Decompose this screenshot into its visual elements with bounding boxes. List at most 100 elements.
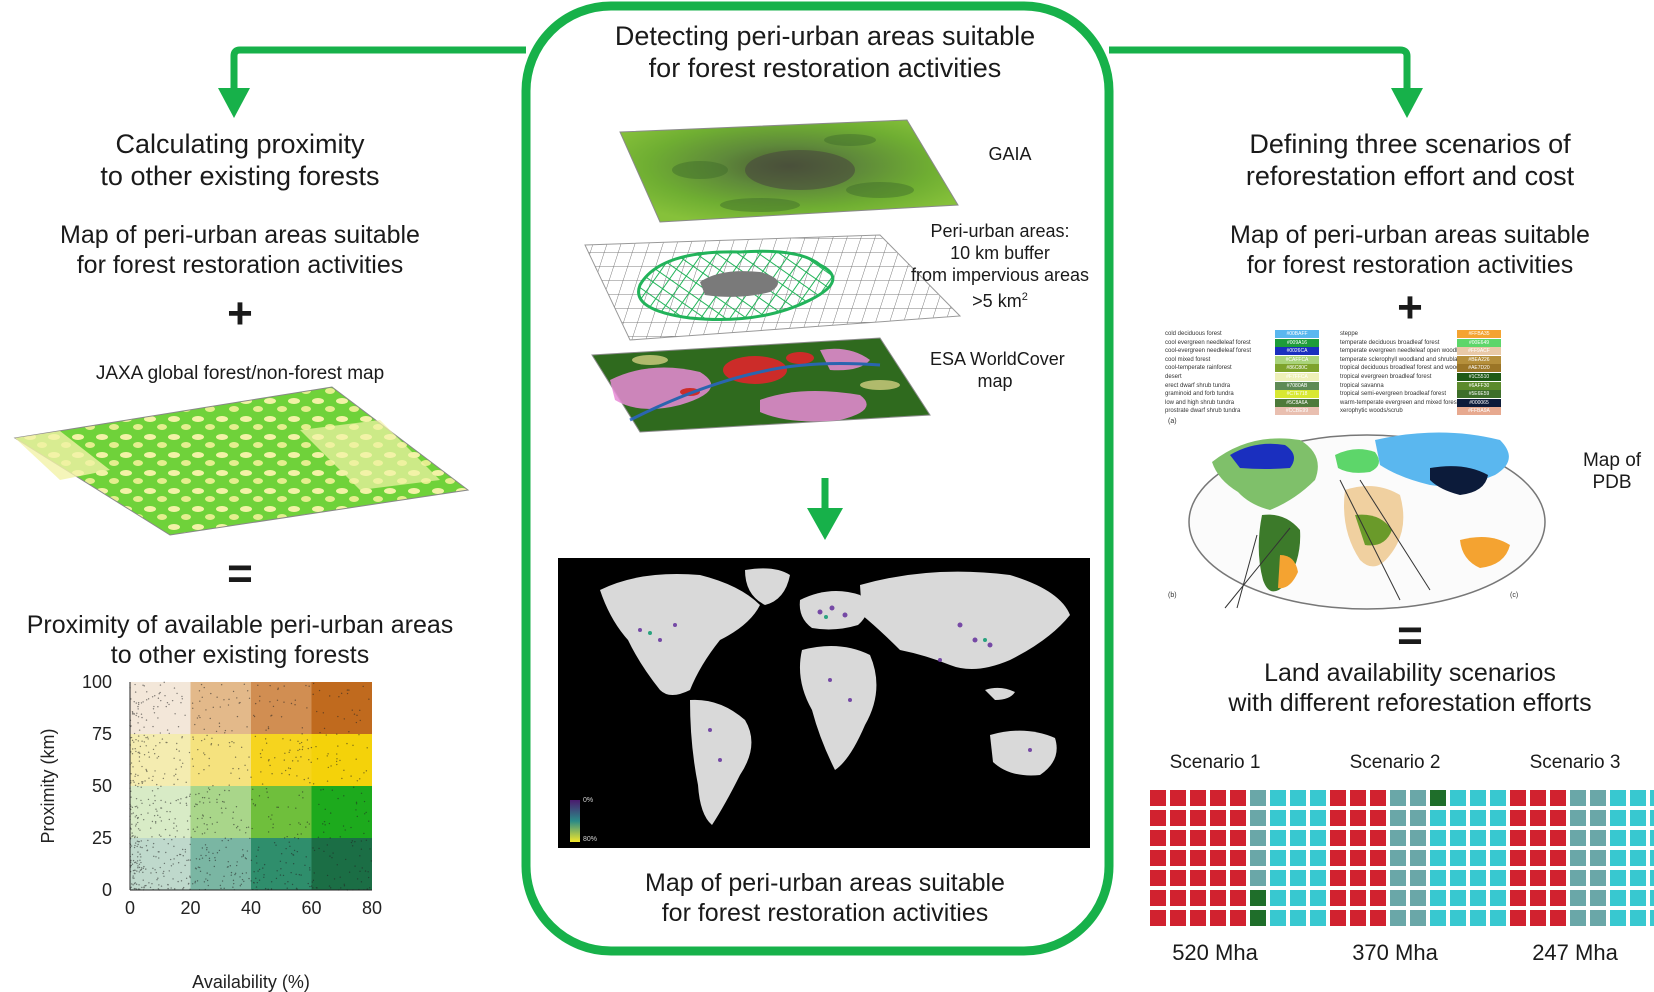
heatmap-point — [143, 726, 145, 728]
heatmap-point — [139, 869, 142, 871]
heatmap-point — [327, 766, 330, 769]
heatmap-point — [232, 690, 235, 693]
heatmap-point — [190, 836, 192, 839]
heatmap-point — [137, 828, 140, 830]
heatmap-point — [258, 700, 261, 702]
heatmap-point — [158, 857, 160, 859]
heatmap-point — [318, 803, 320, 806]
heatmap-point — [167, 884, 169, 886]
heatmap-point — [340, 887, 342, 889]
heatmap-point — [270, 818, 272, 820]
waffle-cell — [1290, 890, 1306, 906]
heatmap-point — [238, 777, 241, 780]
heatmap-point — [276, 870, 278, 872]
waffle-cell — [1450, 870, 1466, 886]
heatmap-point — [154, 799, 156, 802]
heatmap-point — [195, 793, 197, 796]
heatmap-point — [141, 802, 143, 805]
heatmap-point — [271, 714, 273, 717]
heatmap-point — [221, 880, 224, 882]
pdb-legend-swatch: #000065 — [1457, 398, 1501, 407]
heatmap-point — [329, 812, 332, 814]
heatmap-point — [256, 862, 258, 864]
heatmap-point — [138, 863, 141, 865]
heatmap-point — [131, 753, 134, 755]
heatmap-point — [206, 828, 209, 830]
center-result-line2: for forest restoration activities — [661, 899, 989, 927]
waffle-cell — [1270, 910, 1286, 926]
heatmap-point — [166, 729, 169, 731]
right-output: Land availability scenarios with differe… — [1180, 658, 1640, 718]
heatmap-point — [316, 758, 319, 760]
waffle-cell — [1370, 790, 1386, 806]
heatmap-point — [154, 695, 156, 697]
heatmap-point — [175, 799, 177, 802]
heatmap-point — [290, 702, 293, 705]
heatmap-point — [233, 823, 235, 826]
waffle-cell — [1470, 890, 1486, 906]
heatmap-point — [182, 886, 185, 889]
heatmap-point — [194, 867, 197, 869]
heatmap-point — [177, 798, 179, 801]
heatmap-point — [272, 827, 274, 829]
esa-label-line2: map — [977, 371, 1013, 391]
heatmap-cell — [311, 734, 372, 786]
waffle-cell — [1150, 850, 1166, 866]
heatmap-point — [158, 834, 161, 836]
heatmap-point — [134, 825, 137, 827]
heatmap-point — [326, 844, 329, 846]
heatmap-point — [297, 837, 300, 840]
heatmap-point — [263, 863, 266, 866]
pdb-legend-swatch: #F7FFCA — [1275, 373, 1319, 381]
heatmap-point — [132, 748, 134, 750]
heatmap-point — [131, 863, 134, 865]
pdb-legend-label: graminoid and forb tundra — [1165, 391, 1234, 398]
waffle-cell — [1530, 850, 1546, 866]
heatmap-point — [369, 848, 371, 850]
heatmap-point — [145, 884, 147, 887]
waffle-cell — [1330, 890, 1346, 906]
heatmap-point — [147, 738, 149, 740]
heatmap-point — [135, 823, 137, 825]
heatmap-point — [362, 685, 364, 688]
heatmap-point — [309, 885, 311, 888]
heatmap-point — [168, 703, 170, 706]
heatmap-point — [181, 736, 183, 738]
pdb-legend-label: temperate deciduous broadleaf forest — [1340, 339, 1440, 346]
heatmap-point — [206, 824, 208, 826]
heatmap-point — [177, 778, 179, 781]
x-tick-label: 80 — [362, 898, 382, 918]
heatmap-point — [136, 712, 138, 714]
heatmap-point — [346, 692, 349, 695]
waffle-cell — [1350, 890, 1366, 906]
waffle-cell — [1270, 850, 1286, 866]
heatmap-point — [134, 775, 136, 777]
heatmap-point — [157, 814, 159, 817]
heatmap-point — [138, 760, 141, 762]
heatmap-point — [180, 702, 182, 704]
waffle-cell — [1510, 830, 1526, 846]
heatmap-point — [185, 877, 188, 880]
heatmap-point — [356, 878, 359, 880]
heatmap-point — [310, 761, 312, 764]
heatmap-point — [299, 823, 301, 826]
heatmap-point — [165, 705, 167, 708]
heatmap-point — [231, 730, 233, 732]
heatmap-point — [142, 819, 145, 821]
center-title-line1: Detecting peri-urban areas suitable — [614, 21, 1036, 51]
heatmap-point — [288, 773, 291, 776]
waffle-cell — [1390, 830, 1406, 846]
pdb-panel-a: (a) — [1168, 418, 1177, 425]
heatmap-point — [175, 825, 178, 827]
heatmap-point — [343, 885, 346, 887]
heatmap-point — [132, 779, 134, 782]
heatmap-point — [336, 733, 338, 735]
waffle-cell — [1350, 910, 1366, 926]
heatmap-point — [205, 854, 207, 857]
waffle-cell — [1250, 890, 1266, 906]
heatmap-point — [363, 832, 365, 835]
heatmap-point — [211, 737, 213, 740]
heatmap-point — [326, 780, 329, 782]
